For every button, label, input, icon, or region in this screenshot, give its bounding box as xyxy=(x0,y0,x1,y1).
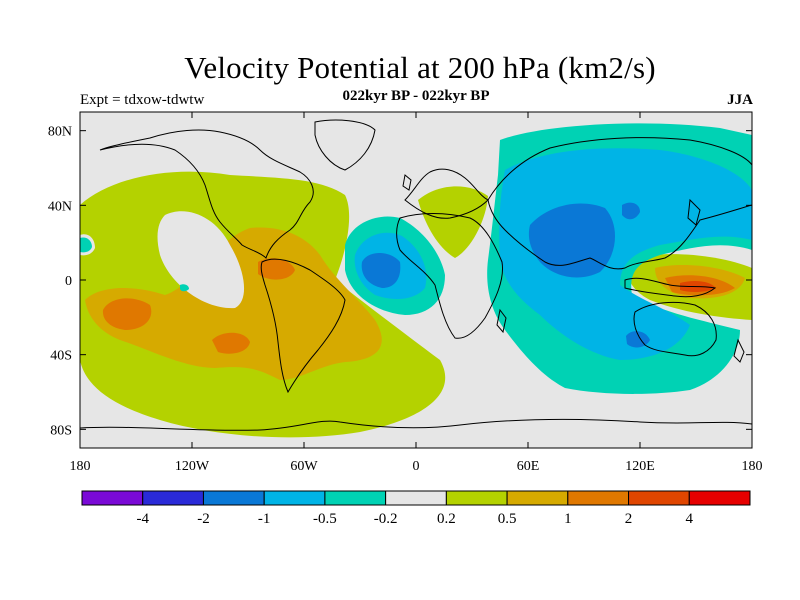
coast-uk xyxy=(402,174,412,191)
contour-field xyxy=(80,112,752,448)
colorbar-label: 0.2 xyxy=(437,511,456,527)
x-tick-label: 180 xyxy=(70,459,91,474)
coast-madagascar xyxy=(496,308,507,334)
season-label: JJA xyxy=(727,92,753,108)
y-tick-label: 40S xyxy=(50,349,72,364)
positive-contour-1 xyxy=(102,298,152,330)
coast-new-zealand xyxy=(733,338,745,363)
colorbar-swatch xyxy=(628,490,690,506)
y-tick-label: 40N xyxy=(48,199,72,214)
colorbar-label: 4 xyxy=(686,511,694,527)
colorbar-swatch xyxy=(567,490,630,506)
colorbar-label: -2 xyxy=(197,511,210,527)
y-tick-label: 80N xyxy=(48,125,72,140)
x-tick-label: 180 xyxy=(742,459,763,474)
negative-contour-0.2-sp xyxy=(180,284,189,292)
map-title: Velocity Potential at 200 hPa (km2/s) xyxy=(184,50,656,85)
coast-japan xyxy=(687,198,701,226)
colorbar-label: 2 xyxy=(625,511,633,527)
coast-antarctica xyxy=(80,418,752,431)
colorbar-swatch xyxy=(81,490,144,506)
coast-asia xyxy=(487,137,752,270)
coast-maritime-continent xyxy=(624,277,717,298)
positive-contour-1b xyxy=(212,332,250,354)
colorbar-label: -0.5 xyxy=(313,511,337,527)
colorbar-swatch xyxy=(688,490,751,506)
colorbar-swatch xyxy=(506,490,569,506)
positive-contour-0.2-africa xyxy=(418,186,488,258)
neutral-pocket-pacific xyxy=(157,211,245,309)
coast-europe xyxy=(404,168,489,219)
colorbar-label: -1 xyxy=(258,511,271,527)
colorbar-swatch xyxy=(202,490,265,506)
colorbar-swatch xyxy=(324,490,387,506)
coast-south-america xyxy=(260,258,346,394)
coast-africa xyxy=(396,213,504,339)
negative-contour-0.2-nw xyxy=(80,237,92,253)
x-tick-label: 0 xyxy=(413,459,420,474)
colorbar-swatch xyxy=(445,490,508,506)
x-axis: 180 120W 60W 0 60E 120E 180 xyxy=(70,112,763,474)
x-tick-label: 60W xyxy=(290,459,318,474)
x-tick-label: 120W xyxy=(175,459,210,474)
colorbar-label: -0.2 xyxy=(374,511,398,527)
colorbar-swatch xyxy=(385,490,447,506)
y-axis: 80N 40N 0 40S 80S xyxy=(48,125,752,438)
colorbar: -4 -2 -1 -0.5 -0.2 0.2 0.5 1 2 4 xyxy=(81,490,751,527)
coast-australia xyxy=(633,301,717,357)
x-tick-label: 60E xyxy=(517,459,540,474)
coast-greenland xyxy=(314,119,376,171)
colorbar-label: 0.5 xyxy=(498,511,517,527)
colorbar-swatch xyxy=(263,490,326,506)
negative-contour-1-asia xyxy=(528,203,616,278)
negative-contour-1-atl xyxy=(361,253,401,288)
map-subtitle: 022kyr BP - 022kyr BP xyxy=(342,88,490,104)
positive-contour-1c xyxy=(258,258,295,280)
colorbar-swatch xyxy=(142,490,204,506)
negative-contour-0.5-asia xyxy=(499,148,752,360)
colorbar-label: 1 xyxy=(564,511,572,527)
y-tick-label: 0 xyxy=(65,274,72,289)
x-tick-label: 120E xyxy=(625,459,655,474)
negative-contour-1-asia-b xyxy=(622,202,640,220)
colorbar-label: -4 xyxy=(136,511,149,527)
coast-north-america xyxy=(99,129,314,259)
coastlines xyxy=(80,119,752,431)
experiment-label: Expt = tdxow-tdwtw xyxy=(80,92,205,108)
y-tick-label: 80S xyxy=(50,423,72,438)
